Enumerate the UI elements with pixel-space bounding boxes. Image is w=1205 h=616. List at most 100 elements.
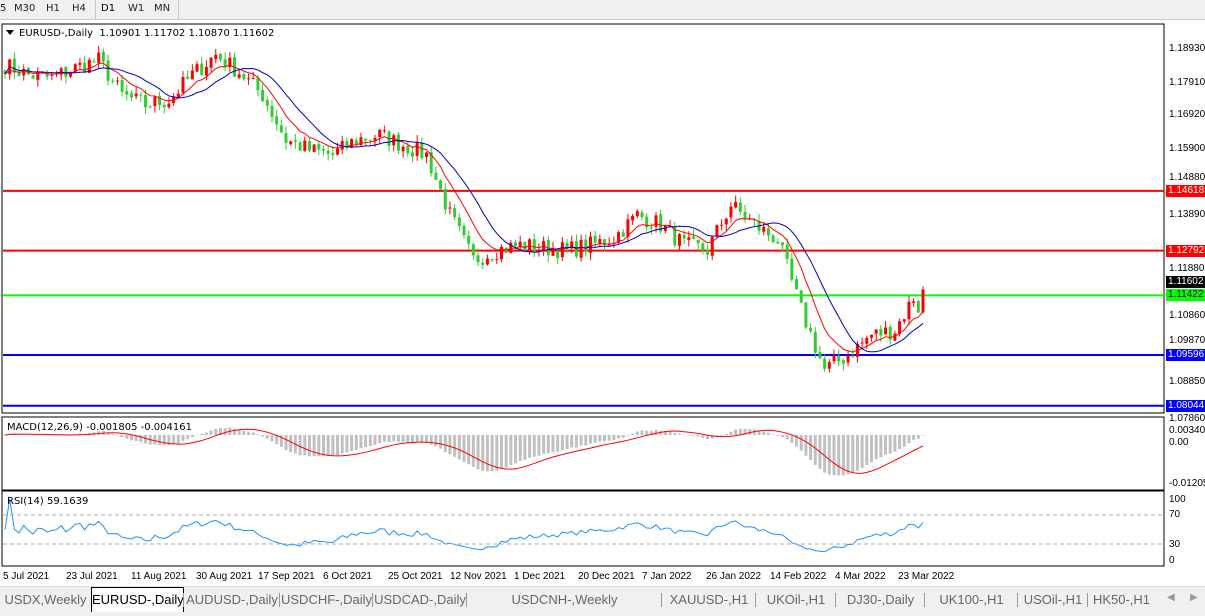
candle-body [476, 255, 480, 263]
timeframe-m5[interactable]: 5 [0, 3, 7, 14]
candle-body [307, 141, 311, 151]
macd-histogram-bar [443, 435, 447, 453]
macd-histogram-bar [607, 435, 611, 441]
candle-body [734, 201, 738, 208]
macd-histogram-bar [439, 435, 443, 449]
candle-body [457, 217, 461, 227]
chart-tab[interactable]: DJ30-,Daily [846, 592, 915, 607]
candle-body [584, 239, 588, 252]
macd-histogram-bar [514, 435, 518, 464]
timeframe-w1[interactable]: W1 [128, 3, 145, 14]
time-tick: 7 Jan 2022 [642, 571, 692, 582]
candle-body [158, 96, 162, 105]
chart-tab[interactable]: USDCNH-,Weekly [511, 592, 618, 607]
price-tick: 1.13890 [1169, 209, 1205, 220]
candle-body [167, 103, 171, 108]
macd-histogram-bar [724, 434, 728, 435]
collapse-triangle-icon[interactable] [6, 30, 14, 35]
candle-body [415, 142, 419, 156]
tab-scroll-right-icon[interactable]: ▶ [1190, 592, 1198, 603]
macd-histogram-bar [804, 435, 808, 456]
macd-histogram-bar [509, 435, 513, 466]
macd-histogram-bar [495, 435, 499, 471]
candle-body [153, 96, 157, 107]
macd-histogram-bar [799, 435, 803, 451]
chart-tab[interactable]: XAUUSD-,H1 [669, 592, 749, 607]
candle-body [790, 258, 794, 280]
macd-histogram-bar [532, 435, 536, 457]
candle-body [139, 94, 143, 96]
chart-tab[interactable]: UKOil-,H1 [766, 592, 826, 607]
macd-histogram-bar [162, 435, 166, 446]
timeframe-h1[interactable]: H1 [46, 3, 60, 14]
macd-histogram-bar [420, 435, 424, 443]
macd-histogram-bar [855, 435, 859, 471]
macd-histogram-bar [214, 428, 218, 435]
price-tick: 1.16920 [1169, 109, 1205, 120]
candle-body [223, 59, 227, 68]
macd-histogram-bar [537, 435, 541, 456]
macd-histogram-bar [429, 435, 433, 445]
chart-tab[interactable]: USDCHF-,Daily [281, 592, 372, 607]
macd-histogram-bar [869, 435, 873, 463]
macd-histogram-bar [350, 435, 354, 451]
timeframe-d1[interactable]: D1 [101, 3, 116, 14]
candle-body [331, 152, 335, 155]
time-tick: 17 Sep 2021 [258, 571, 315, 582]
candle-body [340, 140, 344, 150]
candle-body [537, 249, 541, 252]
macd-histogram-bar [401, 435, 405, 442]
macd-histogram-bar [139, 435, 143, 442]
candle-body [120, 79, 124, 92]
macd-histogram-bar [790, 435, 794, 444]
price-tick: 1.15900 [1169, 143, 1205, 154]
macd-histogram-bar [321, 435, 325, 457]
macd-histogram-bar [284, 435, 288, 450]
candle-body [884, 327, 888, 335]
macd-histogram-bar [551, 435, 555, 453]
macd-histogram-bar [874, 435, 878, 460]
candle-body [134, 93, 138, 97]
candle-body [481, 262, 485, 265]
candle-body [771, 235, 775, 243]
candle-body [706, 249, 710, 255]
chart-tab[interactable]: UK100-,H1 [939, 592, 1004, 607]
candle-body [101, 51, 105, 62]
chart-tab[interactable]: AUDUSD-,Daily [186, 592, 278, 607]
candle-body [874, 329, 878, 334]
price-tick: 1.17910 [1169, 77, 1205, 88]
timeframe-toolbar: 5 M30 H1 H4 D1 W1 MN [0, 0, 1205, 20]
candle-body [738, 202, 742, 212]
candle-body [251, 78, 255, 80]
main-chart-pane [1, 23, 1165, 414]
chart-tab[interactable]: USDCAD-,Daily [374, 592, 466, 607]
rsi-axis-100: 100 [1169, 494, 1186, 505]
tab-divider [1017, 593, 1018, 607]
candle-body [560, 242, 564, 258]
macd-histogram-bar [153, 435, 157, 445]
timeframe-mn[interactable]: MN [154, 3, 171, 14]
macd-histogram-bar [645, 430, 649, 435]
macd-histogram-bar [476, 435, 480, 470]
chart-tab[interactable]: EURUSD-,Daily [91, 587, 184, 612]
macd-histogram-bar [879, 435, 883, 458]
macd-histogram-bar [701, 435, 705, 438]
macd-histogram-bar [481, 435, 485, 472]
macd-histogram-bar [757, 430, 761, 435]
time-tick: 4 Mar 2022 [835, 571, 886, 582]
candle-body [78, 62, 82, 65]
macd-histogram-bar [50, 435, 54, 436]
macd-histogram-bar [340, 435, 344, 454]
chart-canvas[interactable] [0, 20, 1205, 585]
chart-tab[interactable]: USOil-,H1 [1023, 592, 1083, 607]
chart-tab[interactable]: HK50-,H1 [1092, 592, 1151, 607]
candle-body [17, 72, 21, 77]
chart-tab[interactable]: USDX,Weekly [4, 592, 87, 607]
timeframe-h4[interactable]: H4 [72, 3, 86, 14]
tab-scroll-left-icon[interactable]: ◀ [1167, 592, 1175, 603]
macd-axis-top: 0.003408 [1169, 425, 1205, 436]
macd-histogram-bar [373, 435, 377, 445]
macd-histogram-bar [448, 435, 452, 455]
timeframe-m30[interactable]: M30 [14, 3, 36, 14]
macd-histogram-bar [167, 435, 171, 446]
